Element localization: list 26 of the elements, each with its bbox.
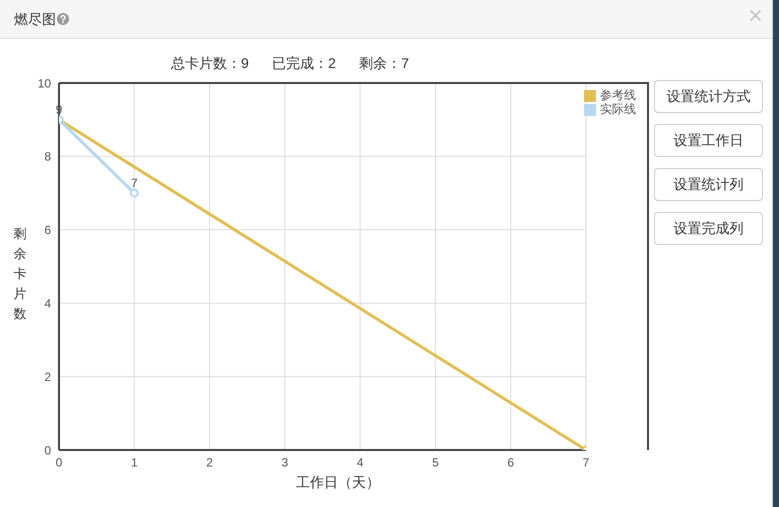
y-tick-label: 4 xyxy=(44,296,52,310)
x-tick-label: 7 xyxy=(582,456,590,470)
button[interactable]: 设置完成列 xyxy=(654,212,763,245)
x-tick-label: 2 xyxy=(206,456,214,470)
button[interactable]: 设置统计方式 xyxy=(654,80,763,113)
x-tick-label: 5 xyxy=(432,456,440,470)
legend-label: 参考线 xyxy=(600,88,636,102)
y-tick-label: 2 xyxy=(44,370,52,384)
x-tick-label: 6 xyxy=(507,456,514,470)
chart-subtitle: 总卡片数：9 已完成：2 剩余：7 xyxy=(170,55,410,71)
y-tick-label: 0 xyxy=(44,443,52,458)
button[interactable]: 设置工作日 xyxy=(654,124,763,157)
close-icon[interactable] xyxy=(750,10,761,21)
legend-label: 实际线 xyxy=(600,102,636,116)
y-tick-label: 10 xyxy=(38,76,52,90)
x-tick-label: 1 xyxy=(130,456,138,470)
y-tick-label: 8 xyxy=(44,150,52,164)
data-label: 7 xyxy=(130,176,138,190)
chart-title: 燃尽图 xyxy=(14,10,56,29)
y-tick-label: 6 xyxy=(44,223,52,238)
x-tick-label: 0 xyxy=(56,456,63,470)
button[interactable]: 设置统计列 xyxy=(654,168,763,201)
y-axis-title: 剩余卡片数 xyxy=(14,226,26,321)
x-tick-label: 4 xyxy=(356,456,364,470)
x-axis-title: 工作日（天） xyxy=(296,474,380,490)
x-tick-label: 3 xyxy=(282,456,289,470)
